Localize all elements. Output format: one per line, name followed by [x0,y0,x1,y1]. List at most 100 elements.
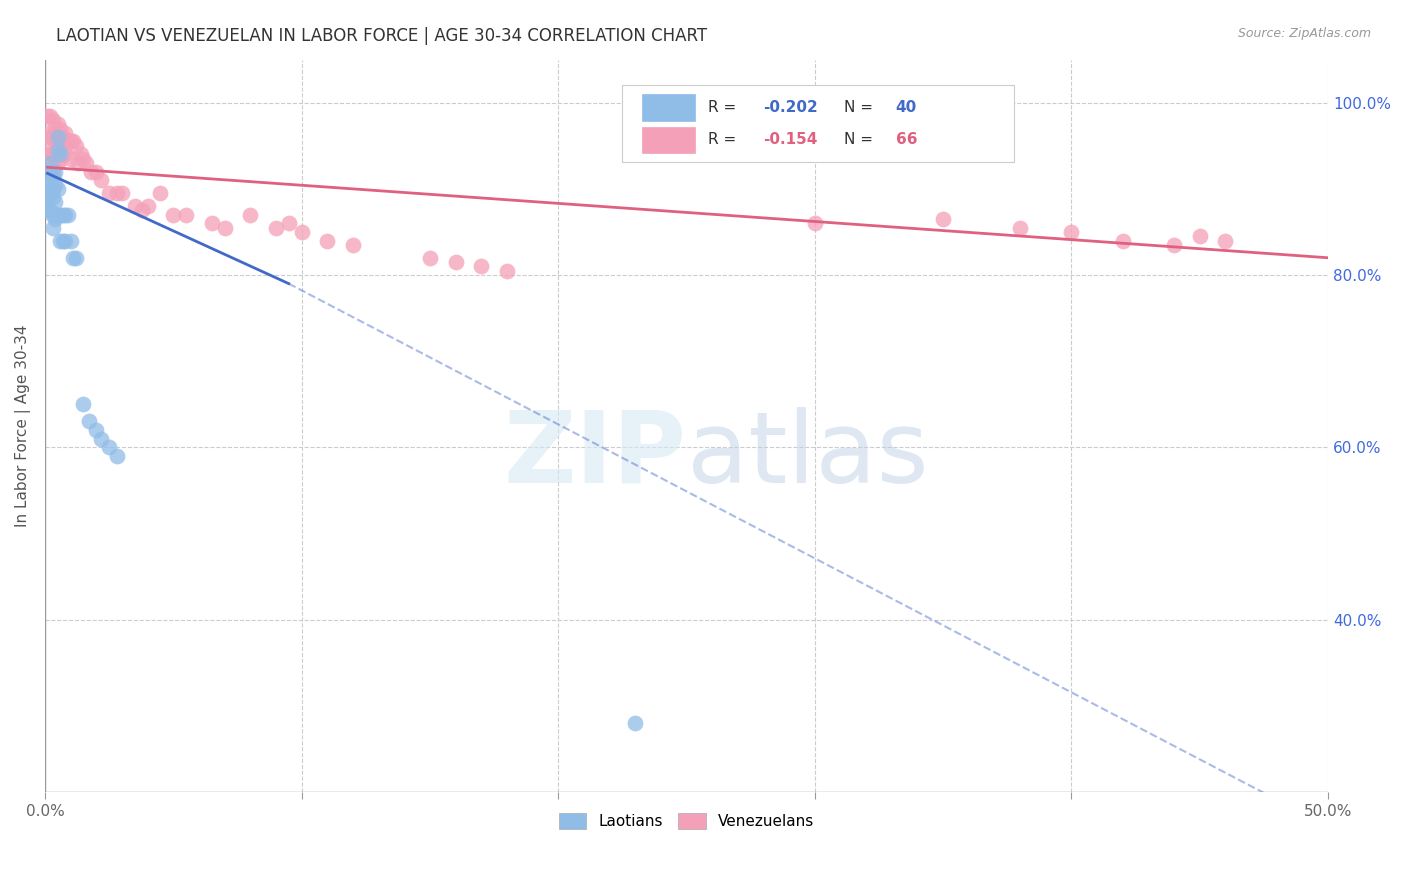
Point [49,135,72,149]
Point [1163,237,1185,252]
Point [39,186,62,201]
Point [41,190,63,204]
Point [44,212,66,227]
Point [46,182,69,196]
Point [52,147,75,161]
Point [37,152,59,166]
Point [1188,229,1211,244]
Point [44,121,66,136]
Point [342,237,364,252]
Point [90,432,112,446]
Point [39,178,62,192]
Point [46,126,69,140]
Point [62,251,84,265]
Point [214,220,236,235]
Point [55,147,77,161]
Point [46,143,69,157]
Text: -0.202: -0.202 [763,100,818,115]
FancyBboxPatch shape [623,86,1014,162]
Point [105,449,128,463]
Text: ZIP: ZIP [503,407,686,504]
Text: atlas: atlas [686,407,928,504]
Point [470,260,492,274]
Point [37,109,59,123]
Point [39,147,62,161]
Point [67,156,90,170]
Point [59,152,82,166]
Text: 66: 66 [896,132,917,147]
Point [75,156,97,170]
Point [46,130,69,145]
Point [46,156,69,170]
Point [90,173,112,187]
Point [44,178,66,192]
Point [1215,234,1237,248]
Point [65,138,87,153]
Point [72,397,94,411]
Point [65,251,87,265]
Point [37,178,59,192]
Point [84,423,107,437]
Text: R =: R = [709,100,741,115]
Point [124,199,146,213]
Text: N =: N = [845,132,879,147]
Point [98,186,121,201]
Text: -0.154: -0.154 [763,132,818,147]
Point [932,212,955,227]
Point [49,234,72,248]
Point [444,255,467,269]
Point [84,164,107,178]
Point [37,194,59,209]
Point [44,194,66,209]
Point [39,203,62,218]
Point [46,117,69,131]
Point [162,208,184,222]
Point [419,251,441,265]
Point [52,234,75,248]
Point [41,130,63,145]
Point [290,225,312,239]
Point [49,152,72,166]
Point [56,135,79,149]
Point [37,186,59,201]
FancyBboxPatch shape [641,95,696,120]
Point [62,135,84,149]
Point [55,126,77,140]
Point [44,152,66,166]
Point [239,208,262,222]
Point [41,164,63,178]
Text: N =: N = [845,100,879,115]
Point [41,112,63,127]
Point [52,208,75,222]
Point [804,216,827,230]
Point [46,208,69,222]
Point [49,147,72,161]
Point [80,164,103,178]
FancyBboxPatch shape [641,127,696,153]
Point [55,208,77,222]
Point [44,164,66,178]
Point [1010,220,1032,235]
Point [174,208,197,222]
Legend: Laotians, Venezuelans: Laotians, Venezuelans [553,807,820,836]
Point [39,164,62,178]
Point [37,126,59,140]
Point [37,203,59,218]
Point [49,121,72,136]
Point [98,440,121,454]
Text: 40: 40 [896,100,917,115]
Point [55,234,77,248]
Point [59,234,82,248]
Point [1060,225,1083,239]
Point [131,203,153,218]
Point [201,216,224,230]
Point [72,152,94,166]
Text: LAOTIAN VS VENEZUELAN IN LABOR FORCE | AGE 30-34 CORRELATION CHART: LAOTIAN VS VENEZUELAN IN LABOR FORCE | A… [56,27,707,45]
Point [52,130,75,145]
Point [39,156,62,170]
Point [39,109,62,123]
Point [59,135,82,149]
Point [39,130,62,145]
Point [105,186,128,201]
Point [41,169,63,183]
